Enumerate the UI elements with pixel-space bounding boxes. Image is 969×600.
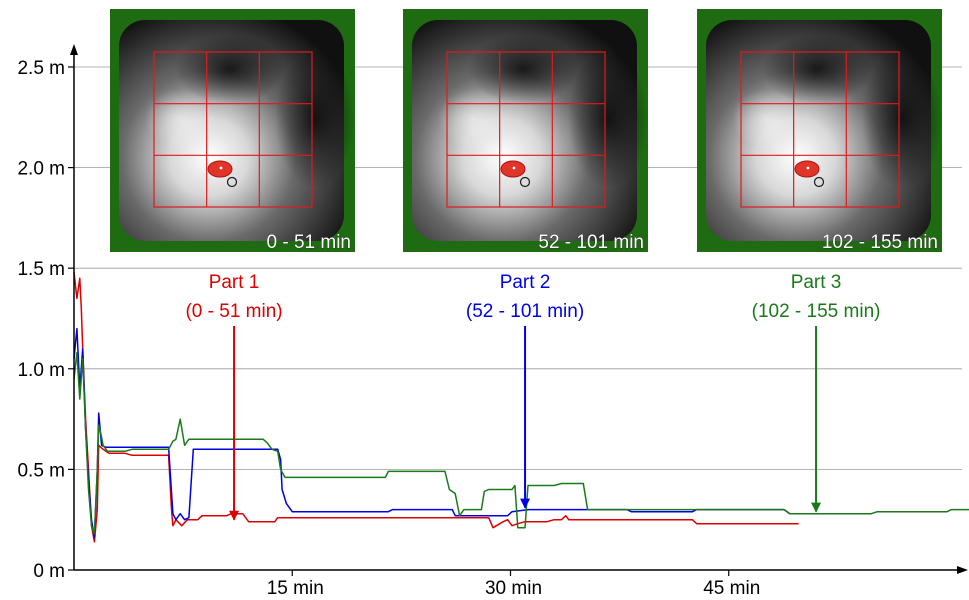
series-line-part3	[73, 351, 969, 535]
heatmap-time-label: 52 - 101 min	[538, 232, 644, 253]
annotation-range: (52 - 101 min)	[466, 301, 584, 322]
x-tick-label: 15 min	[267, 578, 324, 599]
heatmap-hotspot-center	[512, 166, 516, 170]
heatmap-hotspot	[207, 160, 233, 178]
y-tick-label: 0.5 m	[17, 460, 65, 481]
series-lines	[73, 272, 969, 543]
x-axis-arrowhead	[957, 566, 968, 574]
heatmap-dark-region	[862, 49, 942, 189]
annotation-range: (0 - 51 min)	[185, 301, 282, 322]
annotation-part2: Part 2 (52 - 101 min)	[466, 272, 584, 509]
annotation-title: Part 1	[209, 272, 260, 293]
heatmap-thumbnails: 0 - 51 min 52 - 101 min 102 - 155 min	[110, 9, 942, 253]
annotation-title: Part 3	[791, 272, 842, 293]
x-tick-label: 30 min	[485, 578, 542, 599]
axes	[70, 44, 968, 574]
annotation-part3: Part 3 (102 - 155 min)	[752, 272, 881, 513]
y-tick-label: 0 m	[33, 561, 65, 582]
annotation-range: (102 - 155 min)	[752, 301, 881, 322]
heatmap-3: 102 - 155 min	[697, 9, 942, 253]
heatmap-hotspot-center	[219, 166, 223, 170]
heatmap-marker-circle	[813, 176, 825, 188]
heatmap-hotspot-center	[806, 166, 810, 170]
heatmap-grid	[740, 51, 900, 208]
heatmap-grid	[446, 51, 606, 208]
y-axis-arrowhead	[70, 44, 78, 55]
heatmap-light-region	[438, 89, 508, 149]
heatmap-marker-circle	[519, 176, 531, 188]
heatmap-time-label: 102 - 155 min	[822, 232, 938, 253]
heatmap-dark-region	[275, 49, 355, 189]
x-tick-label: 45 min	[703, 578, 760, 599]
heatmap-hotspot	[794, 160, 820, 178]
annotation-part1: Part 1 (0 - 51 min)	[185, 272, 283, 521]
series-line-part1	[73, 272, 799, 543]
annotation-title: Part 2	[500, 272, 551, 293]
heatmap-grid-outline	[153, 51, 313, 208]
heatmap-grid-outline	[740, 51, 900, 208]
heatmap-hotspot	[500, 160, 526, 178]
annotations: Part 1(0 - 51 min)Part 2(52 - 101 min)Pa…	[185, 272, 881, 521]
heatmap-1: 0 - 51 min	[110, 9, 355, 253]
y-tick-label: 2.5 m	[17, 58, 65, 79]
heatmap-grid-outline	[446, 51, 606, 208]
heatmap-2: 52 - 101 min	[403, 9, 648, 253]
heatmap-grid	[153, 51, 313, 208]
y-tick-label: 1.0 m	[17, 360, 65, 381]
heatmap-dark-region	[568, 49, 648, 189]
heatmap-time-label: 0 - 51 min	[267, 232, 351, 253]
y-tick-label: 2.0 m	[17, 159, 65, 180]
heatmap-light-region	[732, 89, 802, 149]
heatmap-light-region	[145, 89, 215, 149]
heatmap-marker-circle	[226, 176, 238, 188]
axis-ticks: 0 m 0.5 m 1.0 m 1.5 m 2.0 m 2.5 m 15 min 30 min…	[17, 58, 760, 599]
y-tick-label: 1.5 m	[17, 259, 65, 280]
series-line-part2	[73, 327, 791, 539]
